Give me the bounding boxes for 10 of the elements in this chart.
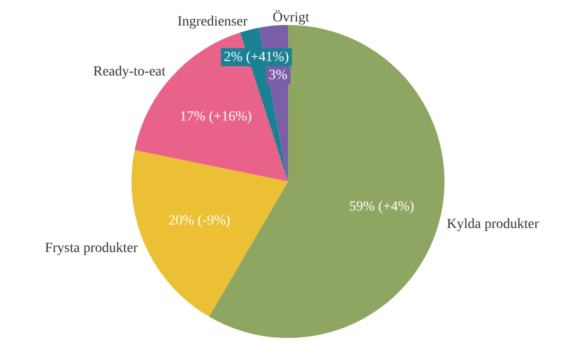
data-label: 20% (-9%)	[168, 214, 231, 229]
data-label: 59% (+4%)	[349, 200, 415, 215]
data-label: 17% (+16%)	[180, 109, 252, 124]
data-label: 3%	[268, 68, 288, 84]
slice-label: Övrigt	[272, 9, 310, 26]
slice-label: Kylda produkter	[446, 217, 540, 232]
slice-label: Ready-to-eat	[93, 64, 166, 80]
slice-label: Ingredienser	[178, 14, 248, 30]
data-label: 2% (+41%)	[224, 50, 290, 65]
slice-label: Frysta produkter	[44, 241, 138, 256]
